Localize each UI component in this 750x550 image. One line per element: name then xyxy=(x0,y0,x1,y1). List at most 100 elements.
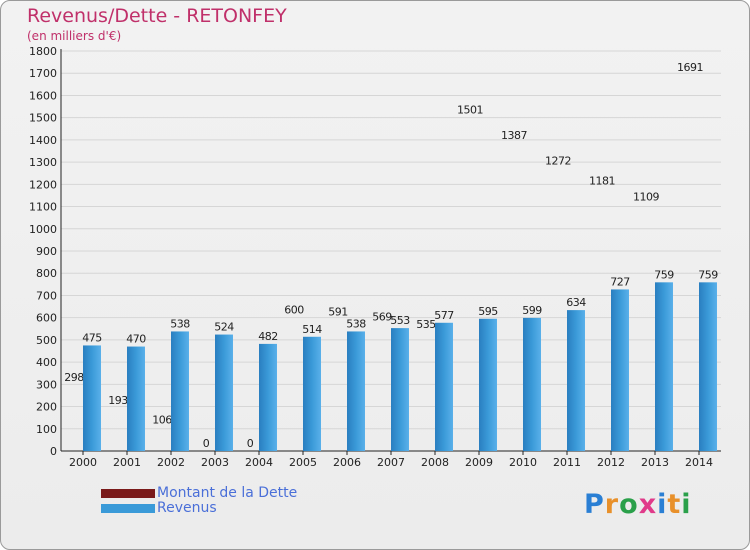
bar-revenue xyxy=(171,331,189,451)
x-tick-label: 2010 xyxy=(509,456,537,469)
data-label-debt: 106 xyxy=(152,413,172,426)
y-tick-label: 1600 xyxy=(29,89,57,102)
data-label-debt: 1181 xyxy=(589,175,615,188)
bar-debt xyxy=(109,408,127,451)
y-tick-label: 300 xyxy=(36,378,57,391)
x-tick-label: 2004 xyxy=(245,456,273,469)
data-label-debt: 1501 xyxy=(457,103,483,116)
y-tick-label: 800 xyxy=(36,267,57,280)
data-label-revenue: 538 xyxy=(346,317,366,330)
data-label-revenue: 514 xyxy=(302,323,322,336)
x-tick-label: 2002 xyxy=(157,456,185,469)
logo-letter: P xyxy=(584,489,605,520)
proxiti-logo: Proxiti xyxy=(584,489,692,520)
x-tick-label: 2008 xyxy=(421,456,449,469)
x-tick-label: 2000 xyxy=(69,456,97,469)
x-tick-label: 2009 xyxy=(465,456,493,469)
chart-subtitle: (en milliers d'€) xyxy=(27,29,122,43)
bar-debt xyxy=(417,332,435,451)
data-label-revenue: 553 xyxy=(390,314,410,327)
x-tick-label: 2005 xyxy=(289,456,317,469)
bar-revenue xyxy=(259,343,277,451)
y-tick-label: 1300 xyxy=(29,156,57,169)
legend-label-revenue: Revenus xyxy=(157,500,217,516)
bar-revenue xyxy=(347,331,365,451)
logo-letter: r xyxy=(604,489,620,520)
x-tick-label: 2011 xyxy=(553,456,581,469)
logo-letter: o xyxy=(619,489,639,520)
data-label-debt: 1109 xyxy=(633,191,659,204)
bar-debt xyxy=(637,205,655,451)
bar-revenue xyxy=(567,310,585,451)
x-tick-label: 2012 xyxy=(597,456,625,469)
bar-debt xyxy=(65,385,83,451)
data-label-revenue: 475 xyxy=(82,331,102,344)
y-tick-label: 400 xyxy=(36,356,57,369)
data-label-revenue: 759 xyxy=(654,268,674,281)
y-tick-label: 700 xyxy=(36,289,57,302)
data-label-revenue: 577 xyxy=(434,309,454,322)
y-tick-label: 1400 xyxy=(29,134,57,147)
y-tick-label: 1200 xyxy=(29,178,57,191)
bar-revenue xyxy=(655,282,673,451)
data-label-revenue: 727 xyxy=(610,275,630,288)
bar-revenue xyxy=(435,322,453,451)
bar-debt xyxy=(329,320,347,451)
y-tick-label: 600 xyxy=(36,312,57,325)
data-label-debt: 193 xyxy=(108,394,128,407)
chart-title: Revenus/Dette - RETONFEY xyxy=(27,5,287,27)
data-label-debt: 298 xyxy=(64,371,84,384)
legend: Montant de la Dette Revenus xyxy=(101,486,297,516)
data-label-revenue: 538 xyxy=(170,317,190,330)
data-label-debt: 600 xyxy=(284,304,304,317)
y-tick-label: 200 xyxy=(36,401,57,414)
x-tick-label: 2014 xyxy=(685,456,713,469)
x-tick-label: 2013 xyxy=(641,456,669,469)
bar-revenue xyxy=(215,334,233,451)
logo-letter: i xyxy=(681,489,692,520)
logo-letter: x xyxy=(638,489,658,520)
legend-item-revenue: Revenus xyxy=(101,501,297,516)
legend-item-debt: Montant de la Dette xyxy=(101,486,297,501)
data-label-debt: 1387 xyxy=(501,129,527,142)
data-label-debt: 591 xyxy=(328,306,348,319)
y-tick-label: 1100 xyxy=(29,201,57,214)
bar-revenue xyxy=(479,318,497,451)
bar-debt xyxy=(549,168,567,451)
data-label-revenue: 634 xyxy=(566,296,586,309)
x-tick-label: 2003 xyxy=(201,456,229,469)
data-label-debt: 569 xyxy=(372,311,392,324)
data-label-debt: 1272 xyxy=(545,154,571,167)
y-tick-label: 1700 xyxy=(29,67,57,80)
data-label-debt: 0 xyxy=(247,437,254,450)
bar-debt xyxy=(505,143,523,451)
data-label-revenue: 470 xyxy=(126,333,146,346)
y-tick-label: 1000 xyxy=(29,223,57,236)
y-tick-label: 1500 xyxy=(29,112,57,125)
bar-revenue xyxy=(699,282,717,451)
bar-revenue xyxy=(523,317,541,451)
y-tick-label: 500 xyxy=(36,334,57,347)
logo-letter: i xyxy=(657,489,668,520)
data-label-debt: 535 xyxy=(416,318,436,331)
y-tick-label: 100 xyxy=(36,423,57,436)
y-tick-label: 1800 xyxy=(29,45,57,58)
legend-swatch-debt xyxy=(101,489,155,498)
data-label-revenue: 595 xyxy=(478,305,498,318)
bar-debt xyxy=(681,75,699,451)
data-label-revenue: 524 xyxy=(214,321,234,334)
y-tick-label: 900 xyxy=(36,245,57,258)
bar-chart: #7a1a1a"/>010020030040050060070080090010… xyxy=(29,45,721,469)
data-label-revenue: 482 xyxy=(258,330,278,343)
bar-debt xyxy=(373,325,391,451)
legend-swatch-revenue xyxy=(101,504,155,513)
bar-revenue xyxy=(127,346,145,451)
bar-revenue xyxy=(611,289,629,451)
logo-letter: t xyxy=(667,489,682,520)
bar-revenue xyxy=(303,336,321,451)
bar-debt xyxy=(153,427,171,451)
legend-label-debt: Montant de la Dette xyxy=(157,485,298,501)
data-label-revenue: 599 xyxy=(522,304,542,317)
bar-debt xyxy=(461,117,479,451)
